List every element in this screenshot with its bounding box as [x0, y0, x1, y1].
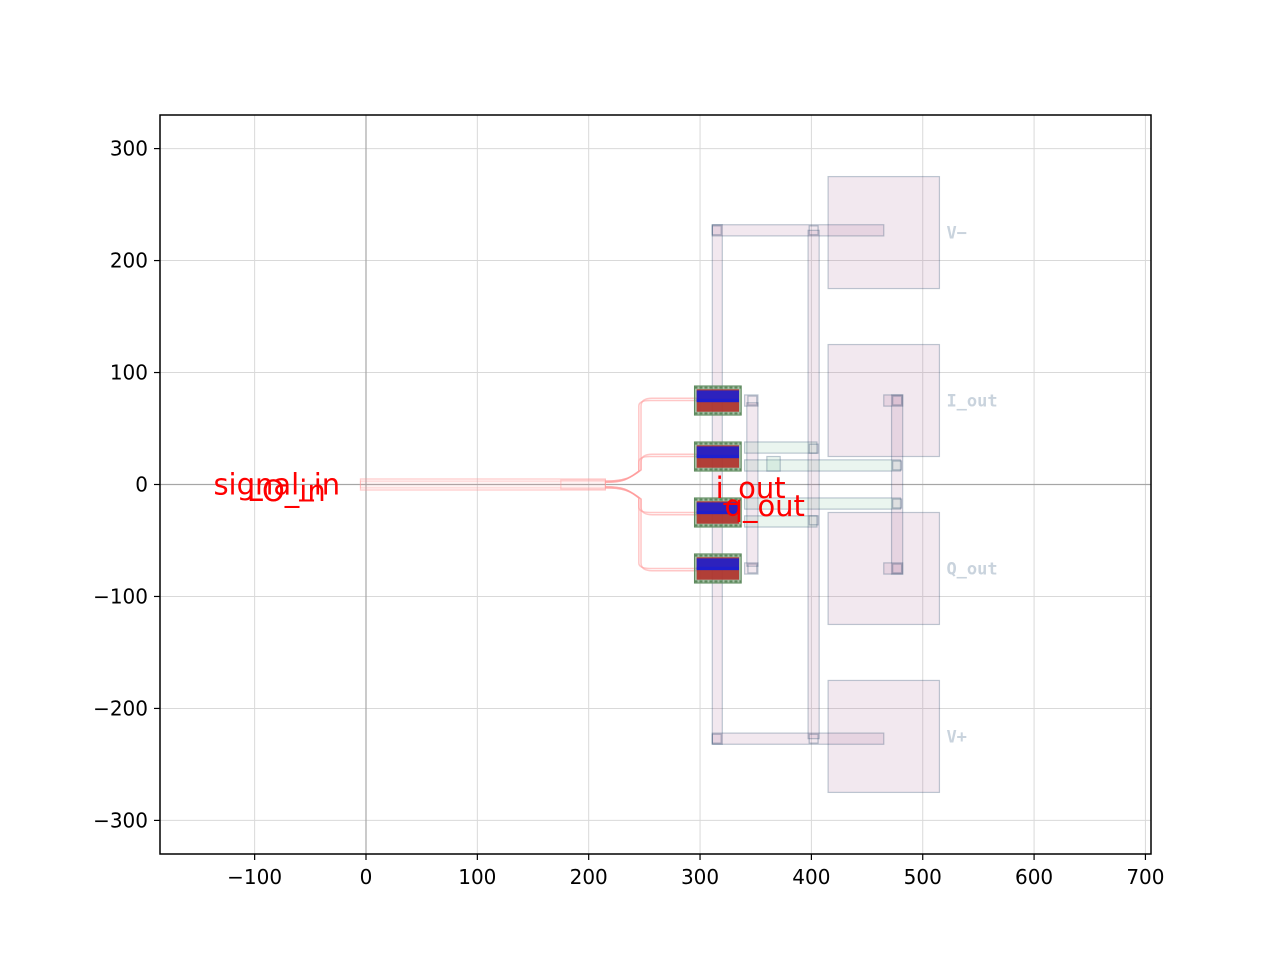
metal-trace-signal-vertical [890, 394, 904, 575]
via [808, 515, 819, 526]
bond-pad [827, 175, 941, 290]
via [892, 395, 903, 406]
mmi-coupler [560, 479, 606, 490]
photodetector [693, 441, 742, 472]
pad-label: I_out [946, 392, 997, 412]
output-bus-q [743, 497, 902, 510]
port-label: q_out [725, 489, 805, 523]
y-tick-label: 300 [110, 137, 148, 161]
pad-label: Q_out [946, 559, 997, 579]
x-tick-label: 200 [570, 865, 608, 889]
photodetector [693, 385, 742, 416]
pad-label: V− [946, 224, 966, 244]
via [892, 460, 903, 471]
circuit-layout [359, 175, 941, 794]
x-tick-label: 100 [458, 865, 496, 889]
via [808, 443, 819, 454]
output-bus-i2 [743, 459, 902, 472]
via [892, 563, 903, 574]
y-tick-label: −200 [93, 696, 148, 720]
output-bus-i [743, 441, 818, 454]
via [808, 225, 819, 236]
bond-pad [827, 343, 941, 458]
output-bus-q2 [743, 515, 818, 528]
y-tick-label: 200 [110, 249, 148, 273]
x-tick-label: 700 [1126, 865, 1164, 889]
port-label: LO_in [247, 474, 326, 508]
metal-trace-mid-vertical [807, 229, 820, 740]
port-label: signal_in [213, 468, 340, 502]
x-tick-label: 300 [681, 865, 719, 889]
pad-label: V+ [946, 727, 966, 747]
x-tick-label: 0 [360, 865, 373, 889]
via [892, 498, 903, 509]
waveguide-branch-2-edge [605, 453, 698, 482]
x-tick-label: −100 [227, 865, 282, 889]
via [747, 563, 758, 574]
via [711, 225, 722, 236]
y-tick-label: −100 [93, 584, 148, 608]
detector-core [696, 454, 740, 459]
bond-pad [827, 511, 941, 626]
bond-pad [827, 679, 941, 794]
detector-core [696, 510, 740, 515]
photodetector [693, 553, 742, 584]
detector-core [696, 566, 740, 571]
via [808, 733, 819, 744]
detector-core [696, 398, 740, 403]
zero-axis-lines [160, 115, 1151, 854]
waveguide-branch-4 [605, 485, 698, 570]
via [711, 733, 722, 744]
photodetector [693, 497, 742, 528]
metal-trace-bottom [711, 732, 885, 745]
output-bus-tap [766, 455, 781, 472]
input-waveguide-signal [359, 478, 606, 491]
metal-trace-q-stub [883, 562, 904, 575]
input-waveguide-lo [359, 480, 606, 489]
x-tick-label: 400 [792, 865, 830, 889]
detector-junction [696, 390, 740, 402]
y-tick-label: 0 [135, 473, 148, 497]
metal-stub [743, 394, 759, 407]
x-tick-label: 500 [904, 865, 942, 889]
x-tick-label: 600 [1015, 865, 1053, 889]
waveguide-branch-4-edge [605, 487, 698, 572]
axis-ticks: −100 0 100 200 300 400 500 600 700 300 200 100 0 −100… [93, 137, 1164, 889]
via [747, 395, 758, 406]
port-label: i_out [716, 471, 786, 505]
metal-trace-detector-vertical [746, 402, 759, 567]
detector-junction [696, 446, 740, 458]
waveguide-branch-2 [605, 455, 698, 484]
detector-junction [696, 558, 740, 570]
metal-trace-top [711, 224, 885, 237]
metal-trace-left-vertical [711, 224, 723, 745]
y-tick-label: 100 [110, 361, 148, 385]
pad-labels: V− I_out Q_out V+ [946, 224, 997, 748]
metal-stub [743, 562, 759, 575]
detector-junction [696, 502, 740, 514]
metal-trace-i-stub [883, 394, 904, 407]
y-tick-label: −300 [93, 808, 148, 832]
